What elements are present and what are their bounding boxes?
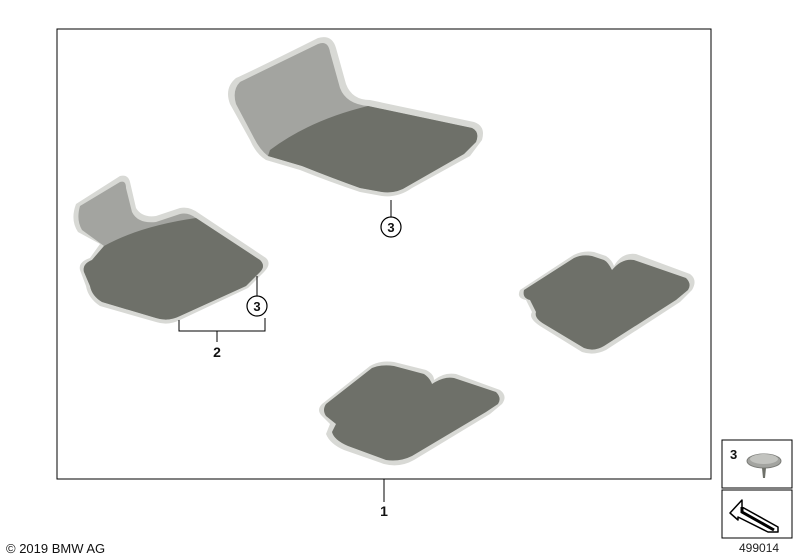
image-number: 499014: [739, 541, 780, 555]
svg-text:3: 3: [730, 447, 737, 462]
leader-lines: [178, 200, 392, 502]
rear-left-mat: [73, 175, 269, 324]
front-driver-mat: [228, 37, 483, 197]
callout-clip-driver: 3: [380, 216, 402, 238]
callout-assembly: 1: [380, 503, 388, 519]
bracket-rear-mat-set: [178, 318, 266, 332]
copyright-text: © 2019 BMW AG: [6, 541, 106, 556]
front-passenger-mat: [319, 361, 505, 466]
inset-direction-box: [721, 489, 793, 539]
rear-right-mat: [518, 251, 695, 354]
svg-text:3: 3: [253, 299, 260, 314]
inset-clip-box: 3: [721, 439, 793, 489]
callout-clip-rear-left: 3: [246, 295, 268, 317]
callout-rear-mat-set: 2: [213, 344, 221, 360]
svg-text:3: 3: [387, 220, 394, 235]
